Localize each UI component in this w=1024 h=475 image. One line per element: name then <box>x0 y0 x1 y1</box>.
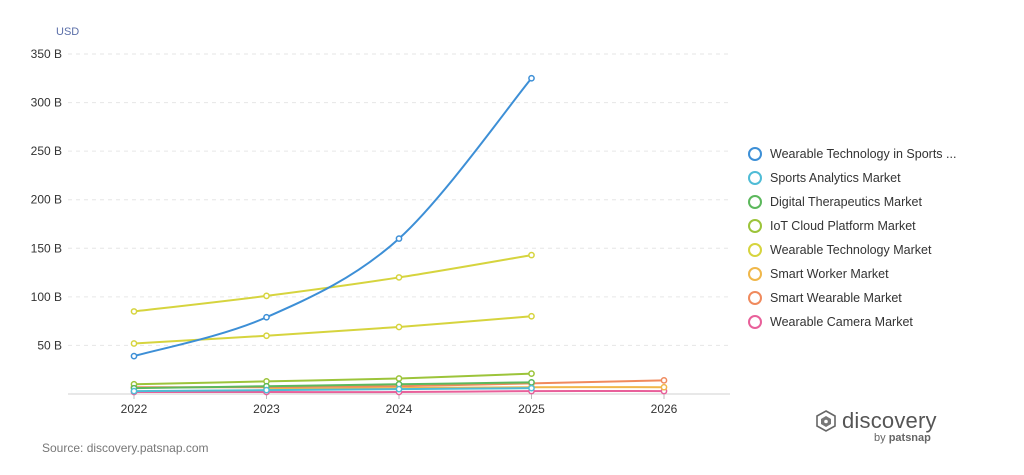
brand-name: discovery <box>842 408 937 434</box>
x-axis-ticks: 2022 2023 2024 2025 2026 <box>121 394 678 416</box>
y-axis-unit-label: USD <box>56 26 79 38</box>
legend-item[interactable]: Wearable Technology in Sports ... <box>748 142 956 166</box>
data-point[interactable] <box>396 376 401 381</box>
data-point[interactable] <box>529 314 534 319</box>
legend-swatch-icon <box>748 315 762 329</box>
brand-by: by <box>874 432 886 444</box>
series-layer <box>131 76 666 395</box>
data-point[interactable] <box>131 388 136 393</box>
data-point[interactable] <box>264 315 269 320</box>
series-4 <box>131 252 534 314</box>
legend-item[interactable]: Wearable Technology Market <box>748 238 956 262</box>
legend-swatch-icon <box>748 219 762 233</box>
legend-label: Smart Wearable Market <box>770 291 902 305</box>
legend-item[interactable]: Smart Wearable Market <box>748 286 956 310</box>
data-point[interactable] <box>396 324 401 329</box>
legend-label: Sports Analytics Market <box>770 171 901 185</box>
data-point[interactable] <box>264 293 269 298</box>
legend-swatch-icon <box>748 267 762 281</box>
data-point[interactable] <box>529 371 534 376</box>
brand-logo: discovery by patsnap <box>816 408 937 444</box>
y-tick-label: 350 B <box>31 47 62 61</box>
y-tick-label: 150 B <box>31 241 62 255</box>
legend: Wearable Technology in Sports ... Sports … <box>748 142 956 334</box>
legend-item[interactable]: Smart Worker Market <box>748 262 956 286</box>
y-axis-ticks: 50 B 100 B 150 B 200 B 250 B 300 B 350 B <box>31 47 62 352</box>
grid-lines <box>68 54 730 394</box>
data-point[interactable] <box>529 252 534 257</box>
legend-label: Smart Worker Market <box>770 267 889 281</box>
data-point[interactable] <box>661 385 666 390</box>
x-tick-label: 2025 <box>518 402 545 416</box>
legend-swatch-icon <box>748 171 762 185</box>
data-point[interactable] <box>131 341 136 346</box>
x-tick-label: 2024 <box>386 402 413 416</box>
legend-swatch-icon <box>748 243 762 257</box>
source-note: Source: discovery.patsnap.com <box>42 441 209 455</box>
y-tick-label: 100 B <box>31 290 62 304</box>
legend-label: IoT Cloud Platform Market <box>770 219 916 233</box>
series-line <box>134 316 532 343</box>
brand-company: patsnap <box>889 432 931 444</box>
data-point[interactable] <box>529 380 534 385</box>
legend-label: Wearable Camera Market <box>770 315 913 329</box>
data-point[interactable] <box>529 386 534 391</box>
line-chart: 50 B100 B150 B200 B250 B300 B350 B 20222… <box>0 0 740 430</box>
x-tick-label: 2022 <box>121 402 148 416</box>
legend-swatch-icon <box>748 147 762 161</box>
x-tick-label: 2023 <box>253 402 280 416</box>
legend-label: Wearable Technology Market <box>770 243 931 257</box>
series-line <box>134 255 532 311</box>
x-tick-label: 2026 <box>651 402 678 416</box>
series-line <box>134 78 532 356</box>
y-tick-label: 200 B <box>31 193 62 207</box>
data-point[interactable] <box>396 236 401 241</box>
legend-label: Wearable Technology in Sports ... <box>770 147 956 161</box>
data-point[interactable] <box>131 309 136 314</box>
y-tick-label: 50 B <box>37 338 62 352</box>
legend-item[interactable]: Sports Analytics Market <box>748 166 956 190</box>
data-point[interactable] <box>661 378 666 383</box>
legend-item[interactable]: Digital Therapeutics Market <box>748 190 956 214</box>
data-point[interactable] <box>264 333 269 338</box>
data-point[interactable] <box>396 387 401 392</box>
data-point[interactable] <box>529 76 534 81</box>
legend-swatch-icon <box>748 195 762 209</box>
data-point[interactable] <box>396 275 401 280</box>
legend-swatch-icon <box>748 291 762 305</box>
legend-item[interactable]: Wearable Camera Market <box>748 310 956 334</box>
discovery-logo-icon <box>816 410 836 432</box>
data-point[interactable] <box>131 354 136 359</box>
y-tick-label: 300 B <box>31 96 62 110</box>
y-tick-label: 250 B <box>31 144 62 158</box>
legend-label: Digital Therapeutics Market <box>770 195 922 209</box>
series-0 <box>131 76 534 359</box>
legend-item[interactable]: IoT Cloud Platform Market <box>748 214 956 238</box>
data-point[interactable] <box>264 388 269 393</box>
